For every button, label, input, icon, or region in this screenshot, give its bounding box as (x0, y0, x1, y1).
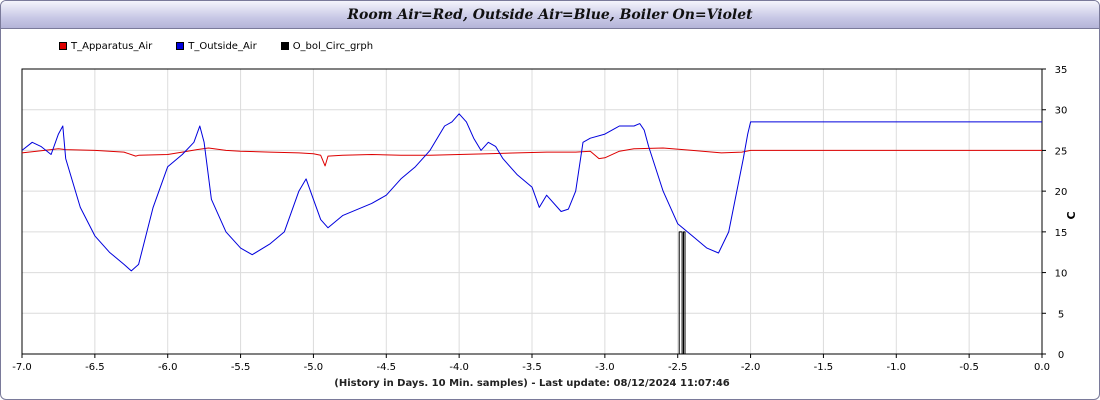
x-tick-label: -0.5 (959, 362, 979, 373)
y-tick-label: 5 (1058, 309, 1064, 320)
legend-item-boiler-circ: O_bol_Circ_grph (280, 39, 374, 53)
y-tick-label: 35 (1055, 65, 1068, 76)
grid (21, 68, 1043, 355)
title-bar: Room Air=Red, Outside Air=Blue, Boiler O… (1, 1, 1099, 29)
y-tick-label: 0 (1058, 350, 1064, 361)
x-tick-label: -6.5 (85, 362, 105, 373)
y-tick-label: 10 (1055, 269, 1068, 280)
y-tick-label: 30 (1055, 106, 1068, 117)
legend-label: T_Apparatus_Air (71, 40, 153, 52)
x-tick-label: -3.0 (595, 362, 615, 373)
x-tick-label: -1.0 (887, 362, 907, 373)
legend: T_Apparatus_Air T_Outside_Air O_bol_Circ… (59, 39, 397, 53)
x-axis-label: (History in Days. 10 Min. samples) - Las… (334, 378, 730, 389)
x-tick-label: -5.0 (304, 362, 324, 373)
y-tick-label: 25 (1055, 146, 1068, 157)
legend-swatch-black (280, 42, 289, 50)
axis-ticks: -7.0 -6.5 -6.0 -5.5 -5.0 -4.5 -4.0 -3.5 -3.0 -2.5… (12, 65, 1067, 373)
x-tick-label: -2.0 (741, 362, 761, 373)
x-tick-label: -7.0 (12, 362, 32, 373)
x-tick-label: -1.5 (814, 362, 834, 373)
y-axis-title: C (1065, 211, 1078, 219)
x-tick-label: -3.5 (522, 362, 542, 373)
x-tick-label: -2.5 (668, 362, 688, 373)
legend-swatch-blue (176, 42, 185, 50)
series-line-t-apparatus-air (21, 147, 1042, 167)
x-tick-label: -6.0 (158, 362, 178, 373)
series-layer (21, 113, 1042, 355)
series-line-t-outside-air (21, 113, 1042, 272)
x-tick-label: 0.0 (1034, 362, 1050, 373)
legend-swatch-red (59, 42, 67, 50)
legend-item-apparatus-air: T_Apparatus_Air (59, 39, 152, 53)
y-tick-label: 20 (1055, 187, 1068, 198)
chart-title: Room Air=Red, Outside Air=Blue, Boiler O… (347, 6, 753, 23)
legend-item-outside-air: T_Outside_Air (176, 39, 257, 53)
series-line-o-bol-circ-grph (22, 231, 1042, 355)
x-tick-label: -5.5 (231, 362, 251, 373)
y-tick-label: 15 (1055, 228, 1068, 239)
legend-label: T_Outside_Air (188, 40, 257, 52)
x-tick-label: -4.0 (449, 362, 469, 373)
x-tick-label: -4.5 (377, 362, 397, 373)
legend-label: O_bol_Circ_grph (292, 40, 374, 52)
